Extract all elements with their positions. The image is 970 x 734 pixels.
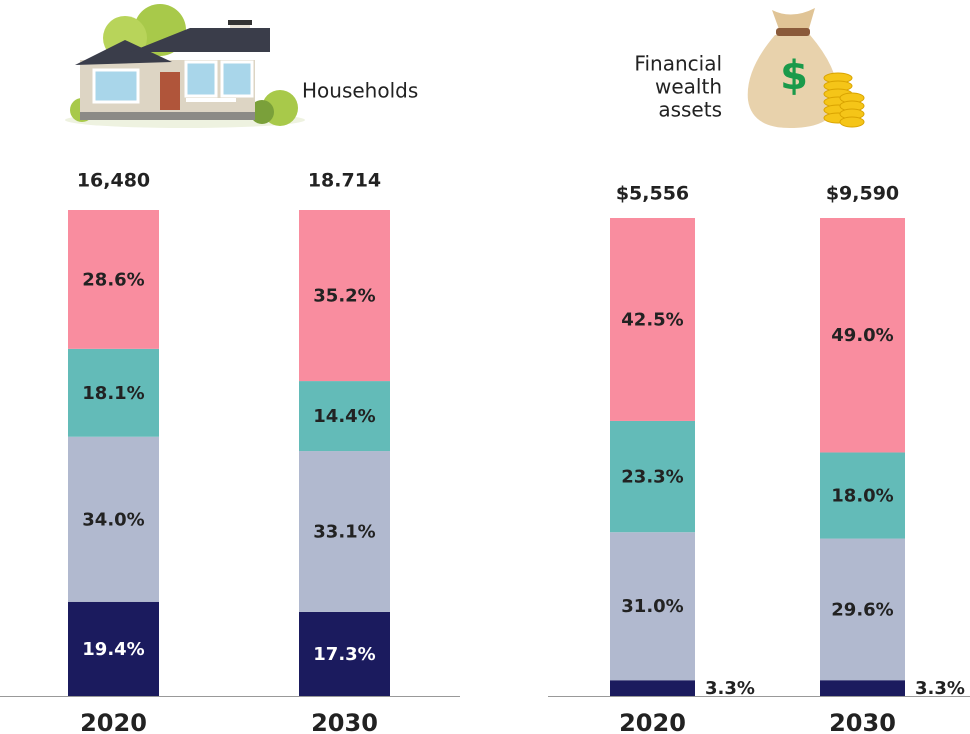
bar-segment	[610, 420, 695, 533]
segment-label: 49.0%	[831, 325, 893, 346]
total-label: $9,590	[826, 183, 899, 205]
bar-segment	[68, 436, 159, 602]
money-bag-icon: $	[747, 8, 865, 128]
segment-label: 3.3%	[915, 678, 965, 699]
segment-label: 31.0%	[621, 596, 683, 617]
category-label: 2030	[311, 709, 378, 734]
total-label: 18.714	[308, 170, 381, 192]
category-label: 2030	[829, 709, 896, 734]
chart-title: Households	[302, 79, 418, 103]
total-label: 16,480	[77, 170, 150, 192]
bar-segment	[820, 452, 905, 539]
segment-label: 28.6%	[82, 269, 144, 290]
chart-title: assets	[658, 98, 722, 122]
segment-label: 29.6%	[831, 599, 893, 620]
category-label: 2020	[619, 709, 686, 734]
bar-segment	[820, 218, 905, 453]
segment-label: 35.2%	[313, 286, 375, 307]
bar-segment	[820, 538, 905, 681]
chart-title: Financial	[634, 52, 722, 76]
bar-segment	[610, 218, 695, 421]
segment-label: 18.1%	[82, 383, 144, 404]
bar-segment	[68, 348, 159, 437]
segment-label: 23.3%	[621, 467, 683, 488]
bar-segment	[610, 532, 695, 681]
segment-label: 42.5%	[621, 309, 683, 330]
segment-label: 33.1%	[313, 521, 375, 542]
bar-segment	[610, 680, 695, 696]
segment-label: 19.4%	[82, 639, 144, 660]
segment-label: 14.4%	[313, 406, 375, 427]
bar-segment	[299, 210, 390, 382]
bar-segment	[68, 210, 159, 349]
bar-segment	[299, 611, 390, 696]
bar-segment	[820, 680, 905, 696]
bar-segment	[299, 451, 390, 612]
house-icon	[65, 4, 305, 128]
segment-label: 17.3%	[313, 644, 375, 665]
svg-text:$: $	[780, 53, 808, 99]
segment-label: 18.0%	[831, 486, 893, 507]
bar-segment	[68, 601, 159, 696]
bar-segment	[299, 381, 390, 452]
chart-title: wealth	[655, 75, 722, 99]
total-label: $5,556	[616, 183, 689, 205]
category-label: 2020	[80, 709, 147, 734]
segment-label: 34.0%	[82, 509, 144, 530]
segment-label: 3.3%	[705, 678, 755, 699]
